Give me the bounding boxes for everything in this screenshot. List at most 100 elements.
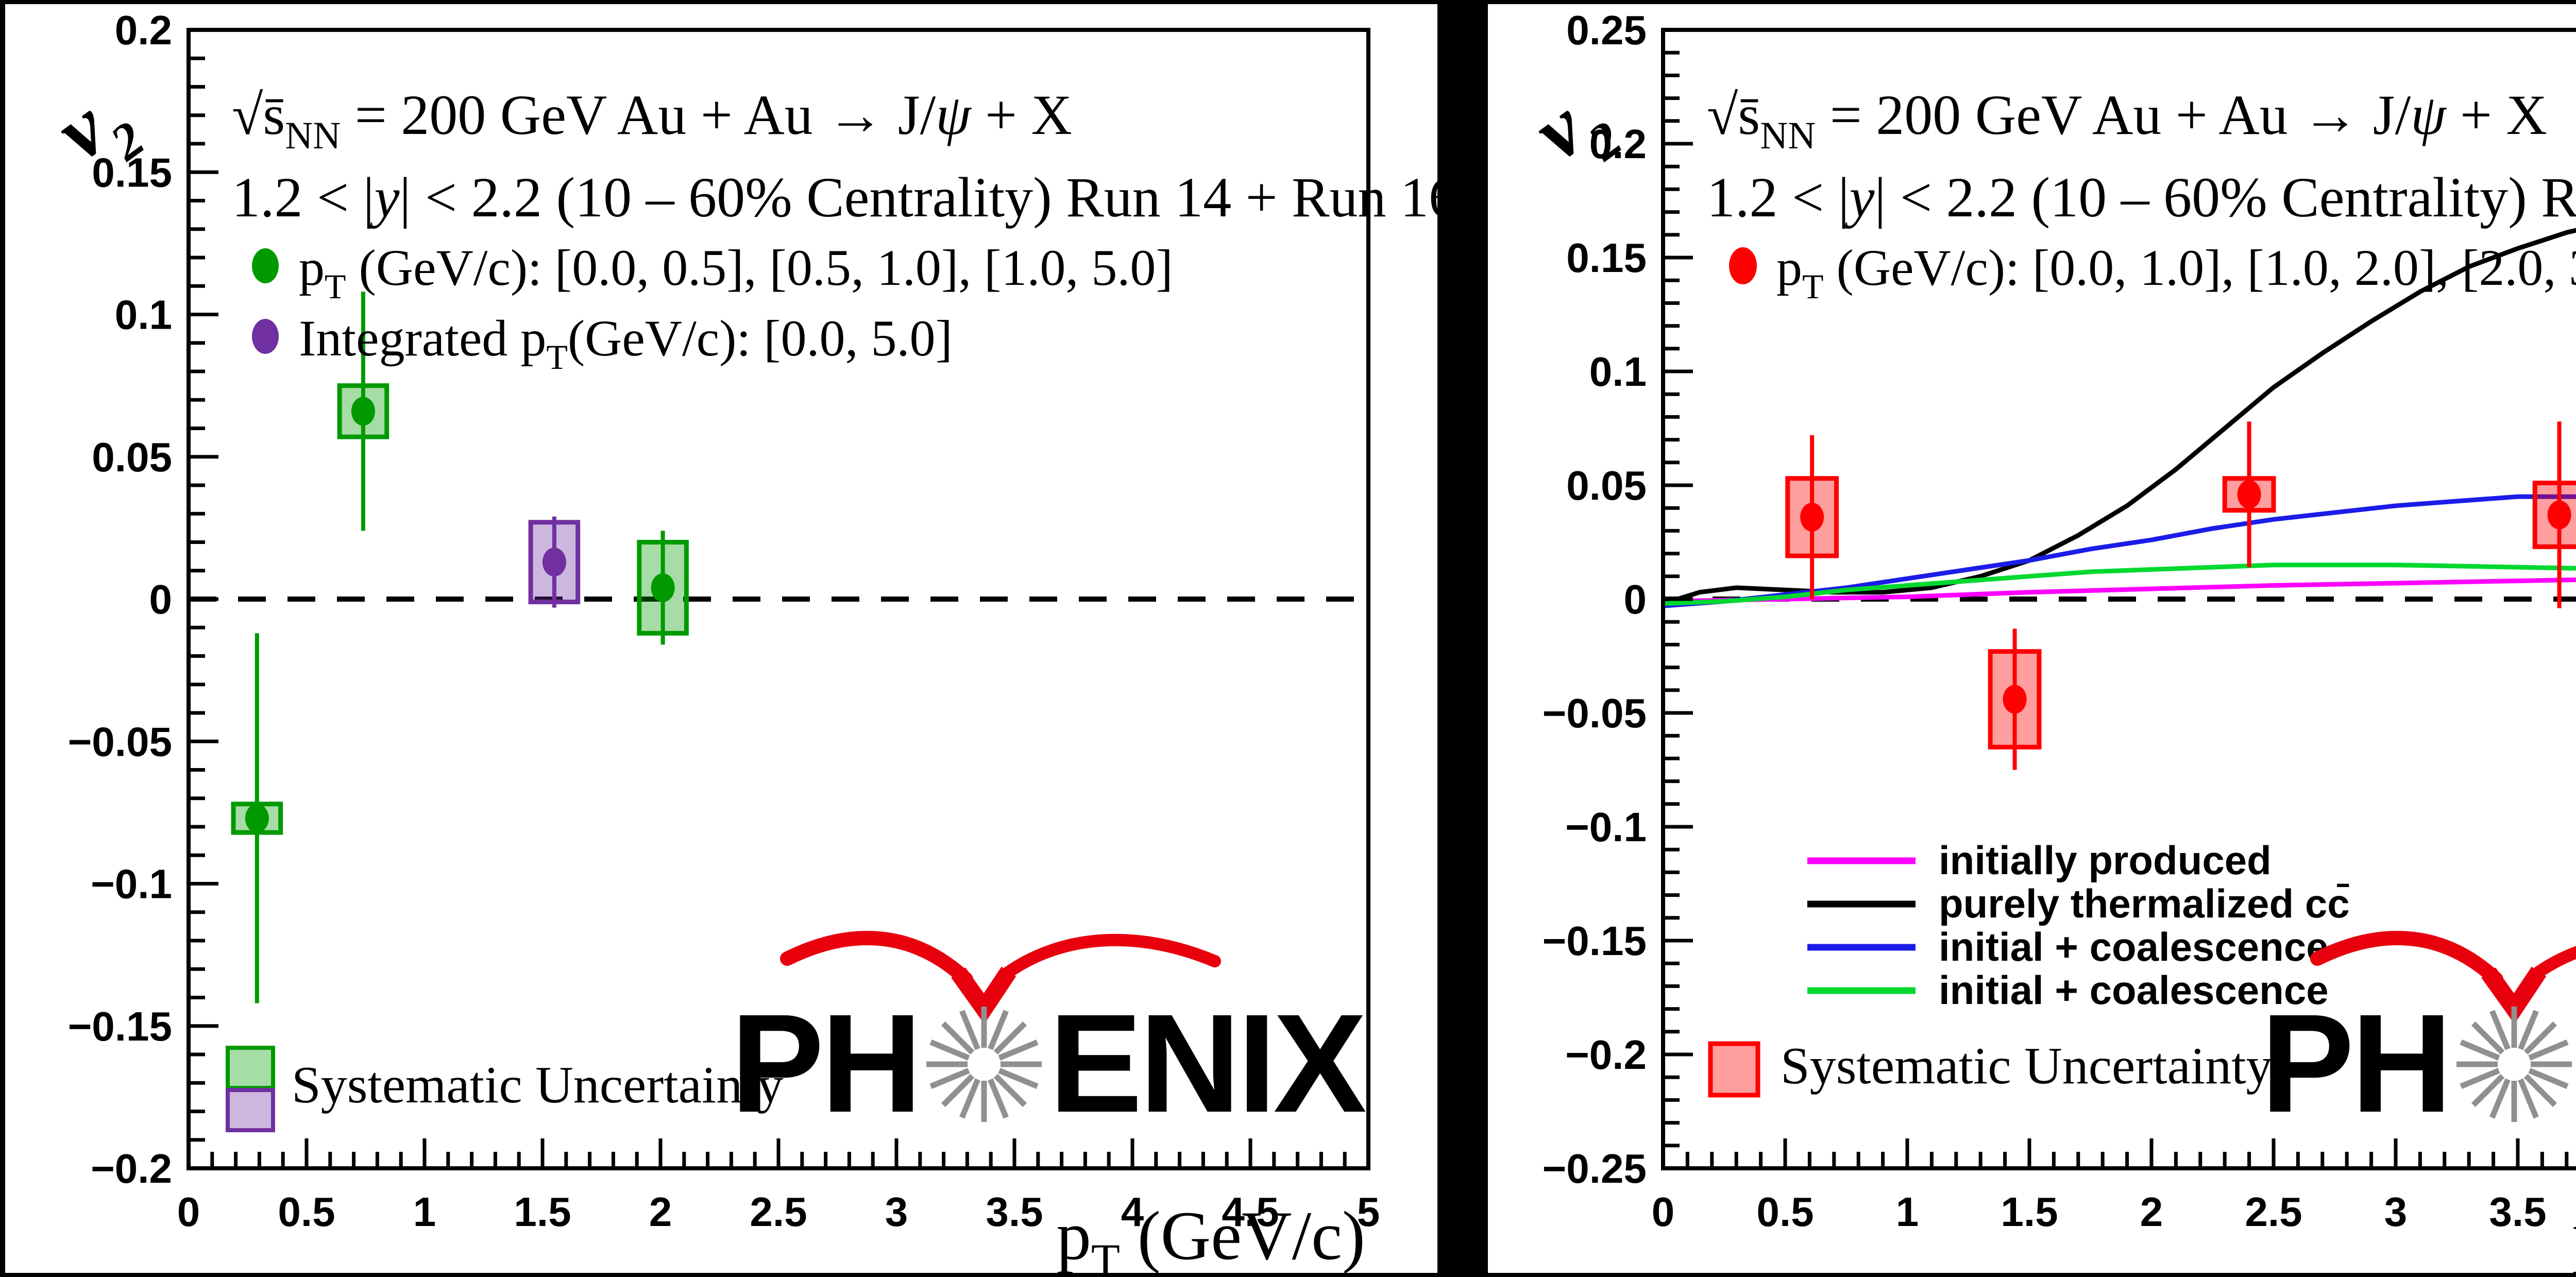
starburst-spoke [2523,1021,2557,1055]
left-legend-entry-2: Integrated pT(GeV/c): [0.0, 5.0] [299,310,953,377]
y-tick-label: 0.2 [115,7,172,53]
starburst-spoke [929,1040,970,1061]
y-tick-label: −0.05 [68,719,172,764]
x-tick-label: 5 [1357,1189,1380,1235]
left-plot-panel: 0 0.5 1 1.5 2 2.5 3 3.5 4 4.5 5 0.2 0.15 0.1 0.05 0 −0.0… [5,4,1437,1273]
starburst-spoke [993,1074,1027,1108]
y-tick-label: 0.1 [1589,349,1647,395]
y-tick-label: 0.05 [92,434,172,480]
right-legend-entry-1: pT (GeV/c): [0.0, 1.0], [1.0, 2.0], [2.0… [1776,239,2576,306]
starburst-spoke [941,1074,975,1108]
starburst-spoke [988,1078,1009,1119]
legend-marker-purple [252,319,279,354]
data-point-marker [542,548,566,577]
y-tick-label: −0.25 [1543,1146,1647,1191]
data-point-marker [245,804,269,833]
x-tick-label: 1 [413,1189,436,1235]
y-tick-label: 0.05 [1566,463,1647,508]
left-condition-line1: √s̄NN = 200 GeV Au + Au → J/ψ + X [232,83,1072,157]
starburst-spoke [2489,1010,2511,1050]
sys-legend-box-purple [226,1088,275,1132]
left-legend-entry-1: pT (GeV/c): [0.0, 0.5], [0.5, 1.0], [1.0… [299,239,1173,306]
starburst-spoke [959,1078,980,1119]
data-point-marker [351,397,375,426]
starburst-spoke [2460,1040,2500,1061]
starburst-spoke [2523,1074,2557,1108]
data-point-marker [2547,500,2571,530]
y-tick-label: −0.05 [1543,690,1647,736]
left-plot-area: 0 0.5 1 1.5 2 2.5 3 3.5 4 4.5 5 0.2 0.15 0.1 0.05 0 −0.0… [68,7,1380,1235]
phenix-bird-dip-icon [2481,966,2547,1024]
left-condition-line2: 1.2 < |y| < 2.2 (10 – 60% Centrality) Ru… [232,166,1437,229]
phenix-logo: PH ENIX [2261,931,2576,1142]
y-tick-label: 0.1 [115,292,172,338]
x-tick-label: 1 [1896,1189,1919,1235]
sys-legend-box-green [226,1046,275,1090]
phenix-bird-right-wing-icon [997,933,1221,982]
y-tick-label: 0 [1624,576,1647,622]
starburst-spoke [2460,1068,2500,1089]
phenix-bird-dip-icon [951,966,1016,1024]
x-tick-label: 1.5 [514,1189,571,1235]
x-tick-label: 2.5 [2245,1189,2302,1235]
y-tick-label: −0.15 [68,1003,172,1049]
curve-legend-label: initial + coalescence [1939,967,2329,1013]
starburst-spoke [929,1068,970,1089]
starburst-spoke [2471,1021,2505,1055]
right-condition-line1: √s̄NN = 200 GeV Au + Au → J/ψ + X [1707,83,2547,157]
x-tick-label: 4.5 [1222,1189,1279,1235]
x-tick-label: 3.5 [2489,1189,2546,1235]
right-x-axis-title: pT (GeV/c) [2572,1198,2576,1273]
y-tick-label: −0.1 [1565,804,1647,850]
starburst-spoke [2489,1078,2511,1119]
phenix-logo-text-enix: ENIX [1049,985,1367,1142]
x-tick-label: 3 [2384,1189,2408,1235]
x-tick-label: 0.5 [1756,1189,1814,1235]
left-x-axis-title: pT (GeV/c) [1056,1198,1365,1273]
y-tick-label: 0.15 [1566,235,1647,281]
model-curve-initial-coalescence [1663,494,2576,608]
x-tick-label: 0.5 [278,1189,335,1235]
x-tick-label: 2 [2140,1189,2163,1235]
starburst-spoke [2518,1078,2539,1119]
starburst-spoke [941,1021,975,1055]
model-curve-initial-coalescence [1663,563,2576,606]
y-tick-label: 0 [149,576,173,622]
starburst-spoke [998,1068,1039,1089]
y-tick-label: −0.2 [1565,1032,1647,1078]
y-tick-label: −0.1 [91,861,172,907]
x-tick-label: 1.5 [2001,1189,2058,1235]
data-point-marker [2237,480,2261,509]
y-tick-label: 0.2 [1589,121,1647,167]
phenix-logo: PH ENIX [731,931,1370,1142]
model-curve-initially-produced [1663,577,2576,604]
phenix-bird-left-wing-icon [2310,931,2503,986]
starburst-spoke [2528,1040,2569,1061]
starburst-spoke [988,1010,1009,1050]
starburst-spoke [2528,1068,2569,1089]
y-tick-label: −0.2 [91,1146,172,1191]
curve-legend-label: initial + coalescence [1939,924,2329,969]
data-point-marker [651,573,675,602]
phenix-starburst-icon [2456,1007,2572,1122]
left-plot-svg: 0 0.5 1 1.5 2 2.5 3 3.5 4 4.5 5 0.2 0.15 0.1 0.05 0 −0.0… [39,7,1437,1273]
x-tick-label: 4 [1121,1189,1144,1235]
phenix-starburst-icon [926,1007,1042,1122]
starburst-spoke [959,1010,980,1050]
starburst-spoke [2518,1010,2539,1050]
right-plot-area: 00.511.522.533.544.550.250.20.150.10.050… [1543,7,2576,1235]
data-point-marker [2003,685,2027,714]
starburst-spoke [998,1040,1039,1061]
legend-marker-green [252,248,279,283]
phenix-logo-text-ph: PH [731,985,919,1142]
curve-legend-label: initially produced [1939,838,2272,883]
right-plot-panel: 00.511.522.533.544.550.250.20.150.10.050… [1488,4,2576,1273]
right-condition-line2: 1.2 < |y| < 2.2 (10 – 60% Centrality) Ru… [1707,166,2576,229]
phenix-bird-left-wing-icon [780,931,973,986]
phenix-bird-right-wing-icon [2528,946,2576,982]
y-tick-label: −0.15 [1543,918,1647,964]
starburst-spoke [2471,1074,2505,1108]
sys-legend-box-red [1708,1041,1760,1098]
